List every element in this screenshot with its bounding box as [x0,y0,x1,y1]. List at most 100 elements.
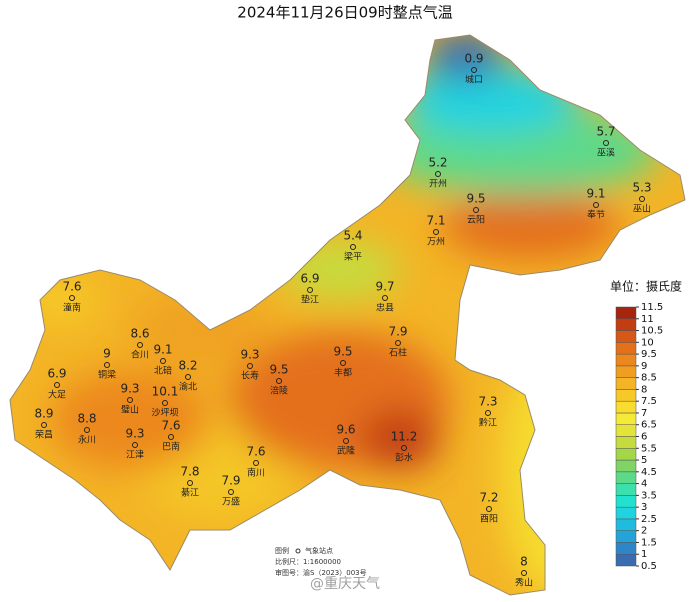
legend-swatch [615,518,637,531]
station-dot [593,202,599,208]
station-name: 璧山 [121,404,139,416]
station-dot [350,244,356,250]
station-name: 城口 [465,75,483,86]
note-legend: 图例 [275,546,289,555]
station-value: 9.1 [586,187,605,201]
note-approval: 审图号：渝S（2023）003号 [275,568,367,577]
legend-tick-label: 3 [641,502,647,513]
station-dot [471,67,477,73]
station-value: 7.9 [388,325,407,339]
legend-tick-label: 1 [641,549,647,560]
station-dot [276,378,282,384]
watermark: @重庆天气 [310,576,380,592]
station-dot [401,445,407,451]
station-name: 秀山 [515,577,533,589]
station-value: 8 [520,555,528,569]
station-value: 7.6 [246,445,265,459]
station-dot [433,229,439,235]
legend-swatch [615,495,637,508]
station-dot [435,171,441,177]
station-dot [228,489,234,495]
station-name: 垫江 [301,294,319,306]
station-dot [127,397,133,403]
legend-tick-label: 11.5 [641,302,663,313]
legend-swatch [615,377,637,390]
legend-swatch [615,330,637,343]
station-name: 石柱 [389,347,407,359]
station-name: 开州 [429,179,447,190]
legend-tick-label: 11 [641,314,654,325]
station-value: 8.9 [34,407,53,421]
legend-swatch [615,424,637,437]
station-value: 5.7 [596,125,615,139]
note-station: 气象站点 [305,546,333,555]
station-value: 7.9 [221,474,240,488]
station-name: 巫溪 [597,147,615,159]
legend-tick-label: 0.5 [641,561,657,572]
legend-tick-label: 10 [641,337,654,348]
station-value: 8.8 [77,412,96,426]
station-value: 0.9 [464,52,483,66]
notes: 图例 气象站点 比例尺：1:1600000 审图号：渝S（2023）003号 [275,546,367,577]
station-value: 7.8 [180,465,199,479]
station-dot [137,342,143,348]
legend-tick-label: 6 [641,432,647,443]
stations: 0.9 城口 5.7 巫溪 5.3 巫山 5.2 开州 9.1 奉节 9.5 云阳 7.1 万州 5.4 梁平… [34,52,651,589]
station-dot [185,374,191,380]
legend-swatch [615,342,637,355]
legend-tick-label: 7 [641,408,647,419]
station-name: 云阳 [467,215,485,226]
station-dot [84,427,90,433]
station-value: 9.1 [153,343,172,357]
station-dot [603,140,609,146]
station-name: 奉节 [587,209,605,221]
legend-tick-label: 5.5 [641,443,657,454]
station-dot [168,434,174,440]
legend-tick-label: 10.5 [641,326,663,337]
legend-swatch [615,412,637,425]
legend-title: 单位：摄氏度 [610,279,682,294]
legend-tick-label: 6.5 [641,420,657,431]
station-name: 黔江 [479,417,497,429]
legend-tick-label: 4 [641,479,647,490]
station-value: 6.9 [300,272,319,286]
station-dot [382,295,388,301]
station-value: 11.2 [391,430,418,444]
legend-tick-label: 8.5 [641,373,657,384]
legend: 单位：摄氏度 0.511.522.533.544.555.566.577.588… [610,279,682,573]
legend-tick-label: 9 [641,361,647,372]
station-dot [160,358,166,364]
station-value: 9.6 [336,423,355,437]
legend-tick-label: 7.5 [641,396,657,407]
legend-swatch [615,306,637,320]
legend-tick-label: 5 [641,455,647,466]
legend-tick-label: 8 [641,384,647,395]
legend-tick-label: 2.5 [641,514,657,525]
station-name: 梁平 [344,251,362,263]
station-name: 丰都 [334,367,352,379]
station-name: 大足 [48,389,66,401]
station-name: 荣昌 [35,429,53,441]
station-dot [343,438,349,444]
station-name: 合川 [131,349,149,361]
station-name: 彭水 [395,452,413,464]
note-scale: 比例尺：1:1600000 [275,557,341,566]
station-value: 5.2 [428,156,447,170]
station-value: 7.1 [426,214,445,228]
station-name: 巴南 [162,441,180,453]
station-dot [132,442,138,448]
legend-swatch [615,400,637,414]
station-value: 5.3 [632,181,651,195]
station-name: 綦江 [181,487,199,499]
legend-tick-label: 3.5 [641,490,657,501]
legend-tick-label: 2 [641,526,647,537]
station-value: 10.1 [152,385,179,399]
legend-swatch [615,483,637,496]
station-value: 7.6 [161,419,180,433]
station-name: 潼南 [63,302,81,314]
station-dot [162,400,168,406]
legend-swatch [615,553,637,567]
